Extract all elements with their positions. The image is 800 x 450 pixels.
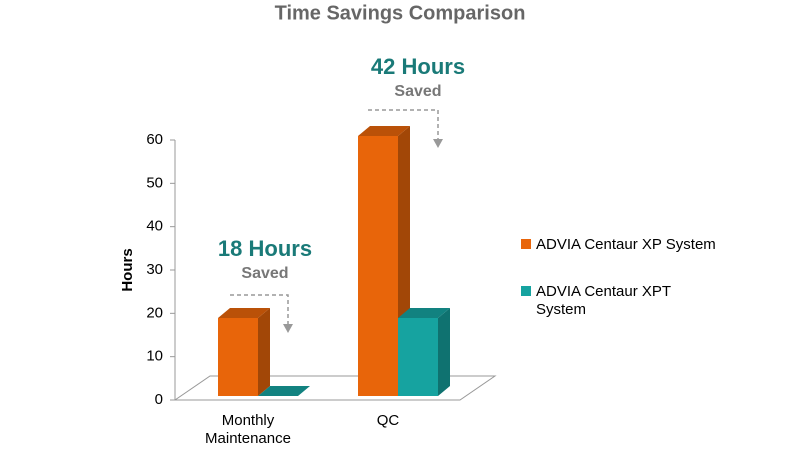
legend-label: ADVIA Centaur XPT System [536, 283, 671, 318]
y-tick-label: 30 [146, 261, 163, 278]
bar [218, 318, 258, 396]
y-tick-label: 10 [146, 348, 163, 365]
bar-top [218, 308, 270, 318]
bar-side [438, 308, 450, 396]
y-tick-label: 40 [146, 218, 163, 235]
annotation-label: 18 Hours [218, 236, 312, 261]
annotation-sublabel: Saved [394, 83, 441, 100]
bar [398, 318, 438, 396]
x-tick-label: QC [376, 412, 400, 429]
bar-side [258, 308, 270, 396]
annotation-arrowhead [283, 324, 293, 333]
y-tick-label: 50 [146, 174, 163, 191]
annotation-arrow [368, 109, 439, 140]
bar-top [258, 386, 310, 396]
legend-swatch [521, 286, 531, 296]
legend-swatch [521, 239, 531, 249]
legend-label: ADVIA Centaur XP System [536, 236, 716, 253]
annotation-arrow [230, 294, 289, 325]
x-tick-label: Monthly Maintenance [205, 412, 291, 447]
bar [358, 136, 398, 396]
bar-top [358, 126, 410, 136]
y-tick-label: 60 [146, 131, 163, 148]
annotation-label: 42 Hours [371, 54, 465, 79]
annotation-arrowhead [433, 139, 443, 148]
bar-top [398, 308, 450, 318]
y-tick-label: 20 [146, 304, 163, 321]
y-tick-label: 0 [155, 391, 163, 408]
chart-title: Time Savings Comparison [275, 2, 526, 24]
annotation-sublabel: Saved [241, 265, 288, 282]
y-axis-label: Hours [119, 248, 136, 291]
